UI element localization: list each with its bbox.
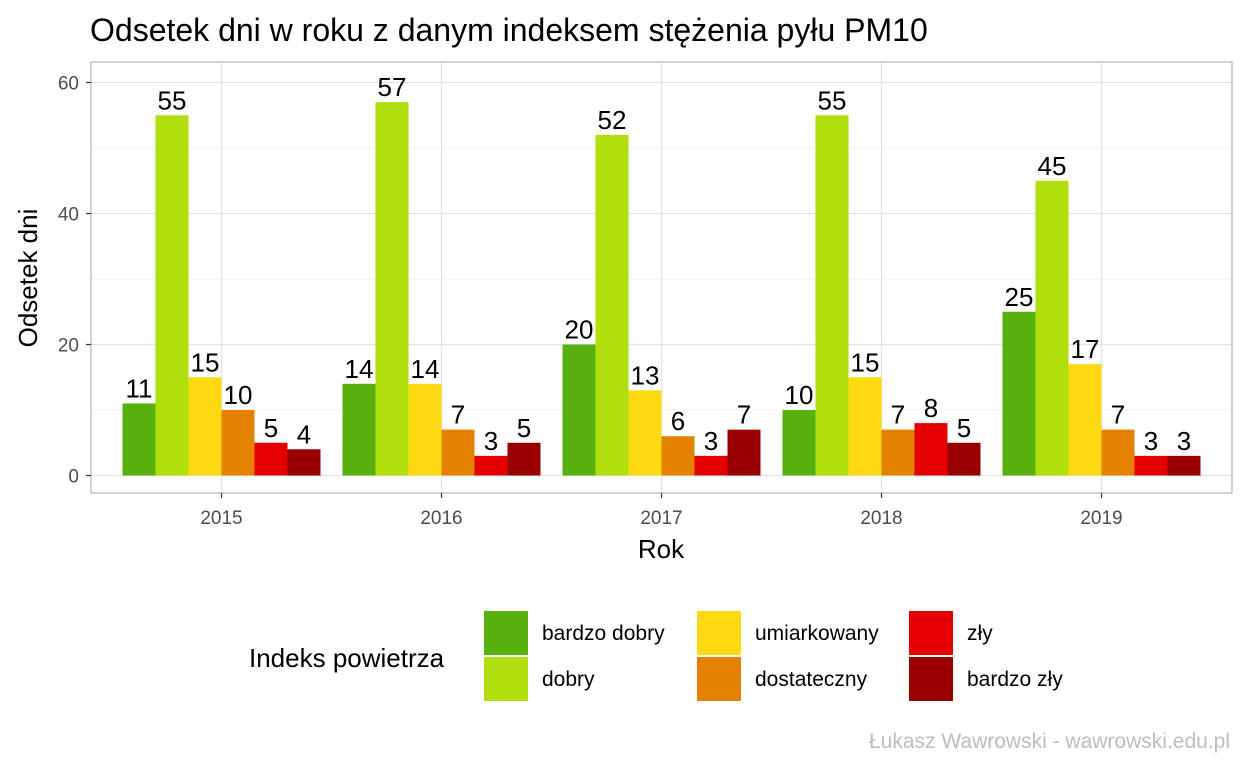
- bar-2018-4: [914, 423, 948, 476]
- legend-key-0: [484, 611, 528, 655]
- bar-value-label: 45: [1038, 151, 1067, 181]
- legend-key-4: [909, 611, 953, 655]
- bar-value-label: 6: [671, 406, 685, 436]
- bar-2018-5: [947, 442, 981, 476]
- bar-2018-0: [782, 410, 816, 476]
- bar-value-label: 17: [1071, 334, 1100, 364]
- bar-value-label: 10: [785, 380, 814, 410]
- bar-value-label: 20: [565, 315, 594, 345]
- bar-2016-2: [408, 383, 442, 476]
- bar-2017-2: [628, 390, 662, 476]
- bar-2017-1: [595, 134, 629, 476]
- bar-2019-0: [1002, 311, 1036, 476]
- bar-value-label: 5: [264, 413, 278, 443]
- chart-title: Odsetek dni w roku z danym indeksem stęż…: [90, 12, 928, 48]
- bar-2015-2: [188, 377, 222, 476]
- bar-value-label: 10: [224, 380, 253, 410]
- legend: Indeks powietrza bardzo dobry dobry umiark…: [249, 611, 1063, 701]
- legend-key-3: [697, 657, 741, 701]
- bar-value-label: 57: [378, 72, 407, 102]
- bar-2016-1: [375, 102, 409, 476]
- bar-2015-3: [221, 410, 255, 476]
- bar-value-label: 13: [631, 360, 660, 390]
- bar-value-label: 8: [924, 393, 938, 423]
- x-tick-label: 2018: [860, 508, 902, 529]
- legend-key-2: [697, 611, 741, 655]
- legend-label: umiarkowany: [755, 622, 879, 645]
- y-axis: 0 20 40 60: [58, 74, 91, 488]
- bar-2016-0: [342, 383, 376, 476]
- bar-value-label: 14: [345, 354, 374, 384]
- bar-2019-4: [1134, 455, 1168, 476]
- bar-2015-0: [122, 403, 156, 476]
- legend-label: bardzo zły: [967, 668, 1063, 691]
- bar-2019-2: [1068, 364, 1102, 476]
- y-axis-label: Odsetek dni: [13, 209, 43, 348]
- bar-2019-5: [1167, 455, 1201, 476]
- legend-label: dobry: [542, 668, 595, 691]
- bar-2016-4: [474, 455, 508, 476]
- bar-2017-3: [661, 436, 695, 476]
- bar-2015-1: [155, 115, 189, 476]
- bar-value-label: 5: [517, 413, 531, 443]
- chart-caption: Łukasz Wawrowski - wawrowski.edu.pl: [869, 730, 1230, 753]
- bar-2019-1: [1035, 180, 1069, 476]
- bar-2017-5: [727, 429, 761, 476]
- x-tick-label: 2017: [640, 508, 682, 529]
- bar-2015-5: [287, 449, 321, 476]
- bar-value-label: 55: [818, 85, 847, 115]
- legend-title: Indeks powietrza: [249, 643, 445, 673]
- y-tick-label: 0: [68, 467, 79, 488]
- bar-2016-5: [507, 442, 541, 476]
- legend-label: zły: [967, 622, 993, 645]
- bar-value-label: 52: [598, 105, 627, 135]
- bar-value-label: 7: [1111, 400, 1125, 430]
- bar-value-label: 7: [451, 400, 465, 430]
- x-axis-label: Rok: [638, 534, 685, 564]
- bar-2019-3: [1101, 429, 1135, 476]
- bar-value-label: 15: [191, 347, 220, 377]
- bar-2018-2: [848, 377, 882, 476]
- bar-2018-3: [881, 429, 915, 476]
- bar-value-label: 7: [891, 400, 905, 430]
- bar-value-label: 25: [1005, 282, 1034, 312]
- bar-value-label: 3: [704, 426, 718, 456]
- legend-key-1: [484, 657, 528, 701]
- bar-value-label: 3: [484, 426, 498, 456]
- bar-2018-1: [815, 115, 849, 476]
- y-tick-label: 20: [58, 336, 79, 357]
- legend-label: dostateczny: [755, 668, 868, 691]
- bar-value-label: 3: [1177, 426, 1191, 456]
- y-tick-label: 40: [58, 205, 79, 226]
- bar-value-label: 55: [158, 85, 187, 115]
- x-tick-label: 2019: [1080, 508, 1122, 529]
- bar-value-label: 4: [297, 419, 311, 449]
- x-tick-label: 2016: [420, 508, 462, 529]
- bar-value-label: 11: [126, 373, 153, 403]
- legend-label: bardzo dobry: [542, 622, 665, 645]
- x-axis: 2015 2016 2017 2018 2019: [200, 493, 1123, 529]
- bar-value-label: 7: [737, 400, 751, 430]
- bar-2016-3: [441, 429, 475, 476]
- bar-value-label: 15: [851, 347, 880, 377]
- bar-2015-4: [254, 442, 288, 476]
- bar-2017-4: [694, 455, 728, 476]
- y-tick-label: 60: [58, 74, 79, 95]
- legend-key-5: [909, 657, 953, 701]
- bars: [122, 102, 1201, 476]
- bar-2017-0: [562, 344, 596, 476]
- bar-value-label: 5: [957, 413, 971, 443]
- bar-value-label: 3: [1144, 426, 1158, 456]
- bar-value-label: 14: [411, 354, 440, 384]
- x-tick-label: 2015: [200, 508, 242, 529]
